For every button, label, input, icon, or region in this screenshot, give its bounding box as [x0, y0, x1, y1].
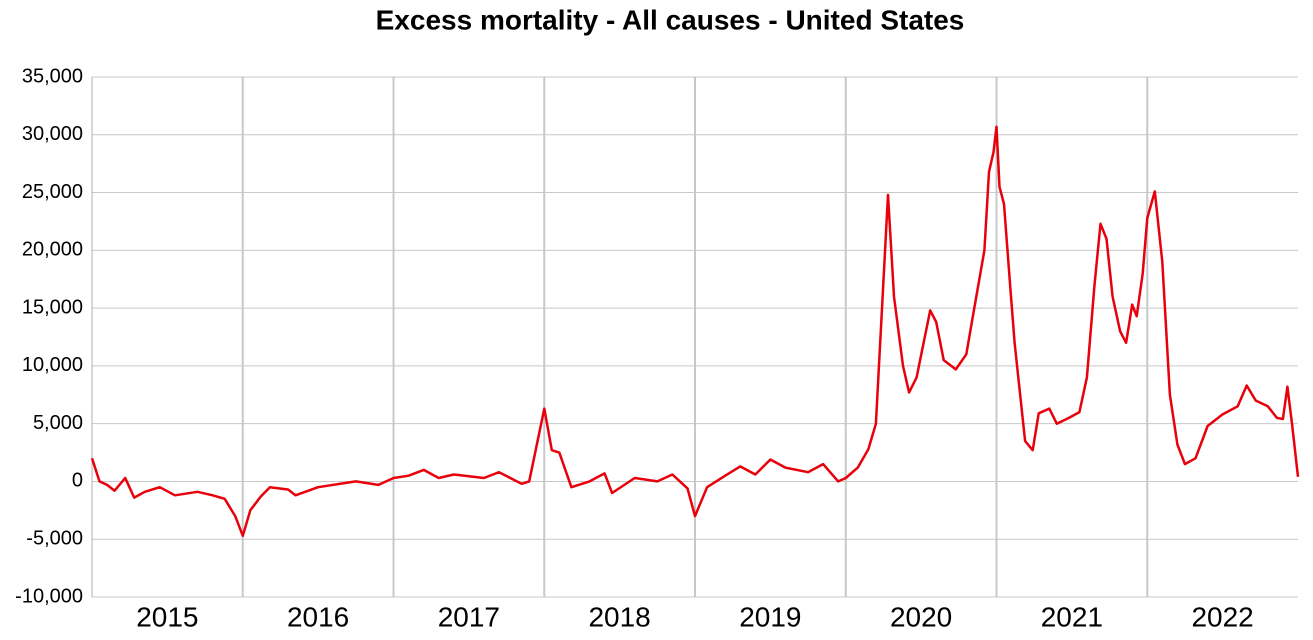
y-tick-label: 25,000: [22, 181, 83, 203]
y-tick-label: -10,000: [15, 585, 83, 607]
y-tick-label: 0: [72, 470, 83, 492]
y-tick-label: 30,000: [22, 123, 83, 145]
data-line: [90, 125, 1300, 538]
x-tick-label: 2020: [890, 601, 952, 632]
y-tick-label: 5,000: [33, 412, 83, 434]
y-tick-label: 35,000: [22, 65, 83, 87]
x-tick-label: 2019: [739, 601, 801, 632]
y-tick-label: -5,000: [26, 528, 83, 550]
x-tick-label: 2018: [588, 601, 650, 632]
x-tick-label: 2022: [1191, 601, 1253, 632]
chart-title: Excess mortality - All causes - United S…: [376, 4, 965, 35]
x-tick-label: 2016: [287, 601, 349, 632]
x-tick-label: 2021: [1041, 601, 1103, 632]
x-tick-label: 2015: [136, 601, 198, 632]
y-tick-label: 10,000: [22, 354, 83, 376]
y-tick-label: 20,000: [22, 239, 83, 261]
y-tick-label: 15,000: [22, 296, 83, 318]
x-tick-label: 2017: [438, 601, 500, 632]
